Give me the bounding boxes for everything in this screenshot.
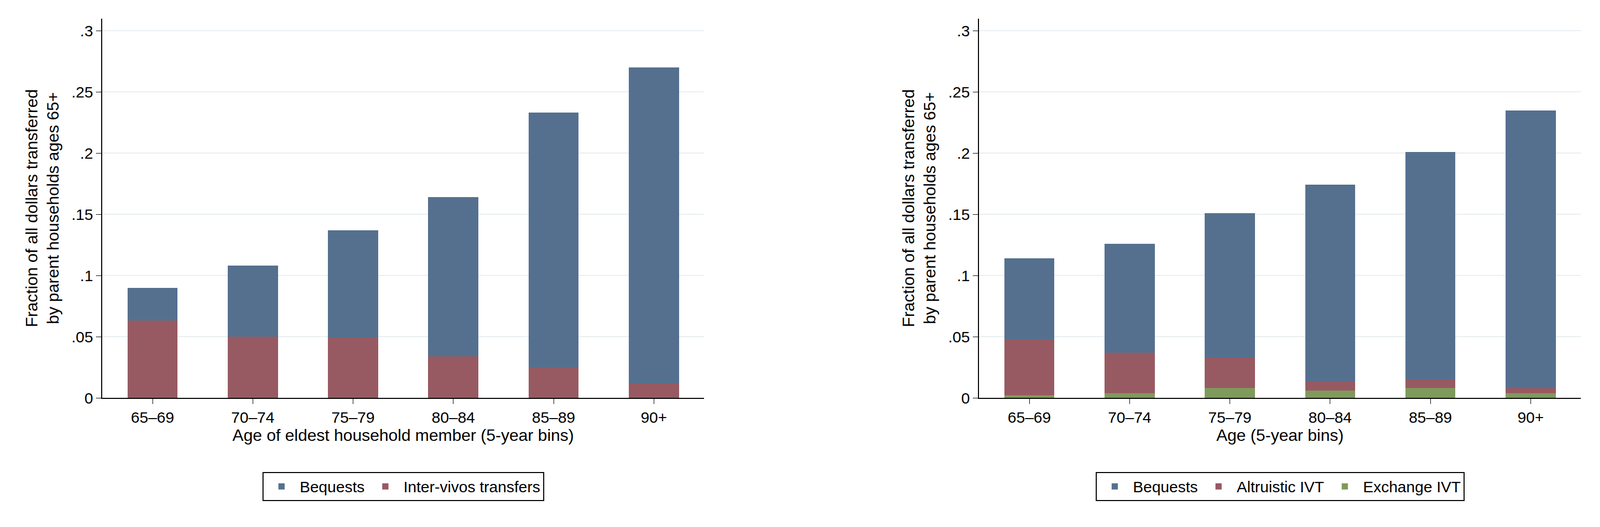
svg-text:65–69: 65–69	[1007, 408, 1051, 426]
svg-text:.15: .15	[948, 205, 971, 224]
svg-text:.25: .25	[71, 83, 94, 101]
svg-text:75–79: 75–79	[331, 408, 375, 426]
svg-text:Fraction of all dollars transf: Fraction of all dollars transferredby pa…	[899, 89, 940, 328]
svg-text:Age of eldest household member: Age of eldest household member (5-year b…	[232, 425, 574, 445]
svg-text:.3: .3	[79, 22, 93, 40]
svg-text:80–84: 80–84	[431, 408, 475, 426]
svg-text:70–74: 70–74	[231, 408, 275, 426]
svg-text:Bequests: Bequests	[299, 478, 365, 496]
svg-text:.2: .2	[956, 144, 970, 162]
svg-text:85–89: 85–89	[531, 408, 575, 426]
svg-text:.05: .05	[71, 328, 94, 346]
svg-text:Inter-vivos transfers: Inter-vivos transfers	[403, 478, 541, 496]
svg-text:Age (5-year bins): Age (5-year bins)	[1216, 425, 1344, 445]
svg-text:.25: .25	[948, 83, 971, 101]
svg-text:.2: .2	[79, 144, 93, 162]
svg-text:80–84: 80–84	[1308, 408, 1352, 426]
svg-text:.05: .05	[948, 328, 971, 346]
svg-text:Fraction of all dollars transf: Fraction of all dollars transferredby pa…	[22, 89, 63, 328]
svg-text:65–69: 65–69	[130, 408, 174, 426]
svg-text:.3: .3	[956, 22, 970, 40]
svg-text:90+: 90+	[640, 408, 668, 426]
svg-text:85–89: 85–89	[1408, 408, 1452, 426]
svg-text:.15: .15	[71, 205, 94, 224]
svg-text:Altruistic IVT: Altruistic IVT	[1236, 478, 1324, 496]
svg-text:0: 0	[961, 389, 971, 407]
svg-text:Exchange IVT: Exchange IVT	[1362, 478, 1461, 496]
svg-text:.1: .1	[956, 267, 970, 285]
svg-text:75–79: 75–79	[1208, 408, 1252, 426]
svg-text:70–74: 70–74	[1108, 408, 1152, 426]
svg-text:90+: 90+	[1517, 408, 1544, 426]
svg-text:0: 0	[84, 389, 94, 407]
svg-text:Bequests: Bequests	[1133, 478, 1198, 496]
svg-text:.1: .1	[79, 267, 93, 285]
